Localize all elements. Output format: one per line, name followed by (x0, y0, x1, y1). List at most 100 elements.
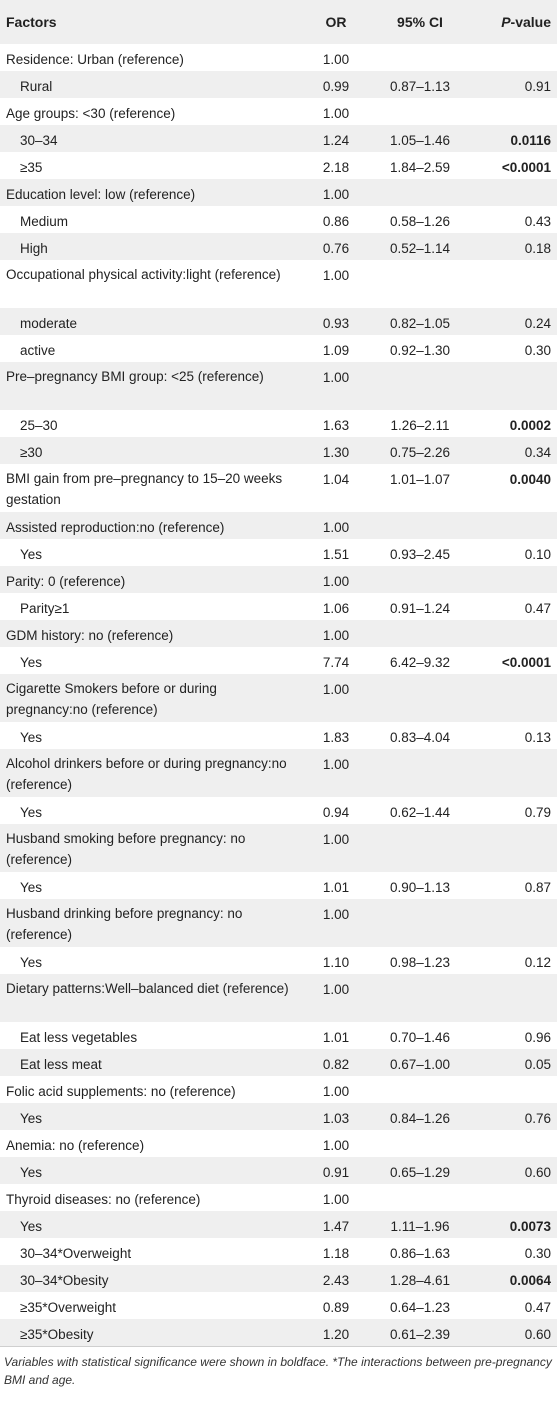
table-row: Yes 1.47 1.11–1.96 0.0073 (0, 1211, 557, 1238)
or-cell: 1.00 (322, 1138, 350, 1153)
or-cell: 1.00 (322, 574, 350, 589)
p-value-cell (468, 1076, 557, 1103)
header-ci: 95% CI (397, 14, 443, 30)
ci-cell: 1.26–2.11 (390, 418, 450, 433)
factor-cell: Residence: Urban (reference) (6, 52, 184, 67)
p-value-cell: <0.0001 (501, 160, 551, 175)
p-value-cell: 0.34 (524, 445, 551, 460)
header-row: Factors OR 95% CI P-value (0, 0, 557, 44)
factor-cell: Yes (20, 547, 43, 562)
table-row: Yes 1.51 0.93–2.45 0.10 (0, 539, 557, 566)
p-value-cell: 0.10 (524, 547, 551, 562)
ci-cell (372, 620, 468, 647)
table-row: Folic acid supplements: no (reference) 1.… (0, 1076, 557, 1103)
ci-cell (372, 1076, 468, 1103)
factor-cell: Pre–pregnancy BMI group: <25 (reference) (6, 369, 264, 384)
factor-cell: ≥30 (20, 445, 43, 460)
p-value-cell: 0.91 (524, 79, 551, 94)
table-row: Yes 1.01 0.90–1.13 0.87 (0, 872, 557, 899)
ci-cell (372, 260, 468, 308)
factor-cell: Alcohol drinkers before or during pregna… (6, 756, 287, 792)
or-cell: 0.99 (322, 79, 350, 94)
ci-cell: 0.93–2.45 (389, 547, 451, 562)
p-value-cell: 0.43 (524, 214, 551, 229)
or-cell: 1.01 (322, 880, 350, 895)
factor-cell: Parity: 0 (reference) (6, 574, 126, 589)
table-row: ≥35*Obesity 1.20 0.61–2.39 0.60 (0, 1319, 557, 1346)
or-cell: 7.74 (322, 655, 350, 670)
ci-cell: 0.65–1.29 (389, 1165, 451, 1180)
ci-cell: 1.05–1.46 (389, 133, 451, 148)
or-cell: 1.04 (322, 472, 350, 487)
p-value-cell: 0.0064 (509, 1273, 551, 1288)
table-row: Education level: low (reference) 1.00 (0, 179, 557, 206)
p-value-cell: 0.18 (524, 241, 551, 256)
p-value-cell: 0.12 (524, 955, 551, 970)
factor-cell: Folic acid supplements: no (reference) (6, 1084, 236, 1099)
factor-cell: Yes (20, 880, 43, 895)
table-row: Eat less vegetables 1.01 0.70–1.46 0.96 (0, 1022, 557, 1049)
table-row: Medium 0.86 0.58–1.26 0.43 (0, 206, 557, 233)
factor-cell: Parity≥1 (20, 601, 70, 616)
ci-cell (372, 674, 468, 722)
table-row: Anemia: no (reference) 1.00 (0, 1130, 557, 1157)
factor-cell: Occupational physical activity:light (re… (6, 267, 281, 282)
table-row: Parity≥1 1.06 0.91–1.24 0.47 (0, 593, 557, 620)
table-row: Pre–pregnancy BMI group: <25 (reference)… (0, 362, 557, 410)
or-cell: 1.47 (322, 1219, 350, 1234)
factor-cell: 30–34*Obesity (20, 1273, 109, 1288)
factor-cell: Husband smoking before pregnancy: no (re… (6, 831, 246, 867)
results-table-container: Factors OR 95% CI P-value Residence: Urb… (0, 0, 557, 1387)
or-cell: 0.91 (322, 1165, 350, 1180)
or-cell: 1.18 (322, 1246, 350, 1261)
or-cell: 2.43 (322, 1273, 350, 1288)
factor-cell: Thyroid diseases: no (reference) (6, 1192, 201, 1207)
p-value-cell: 0.0040 (509, 472, 551, 487)
ci-cell: 0.64–1.23 (389, 1300, 451, 1315)
table-row: High 0.76 0.52–1.14 0.18 (0, 233, 557, 260)
factor-cell: High (20, 241, 48, 256)
or-cell: 1.00 (322, 268, 350, 283)
table-row: ≥30 1.30 0.75–2.26 0.34 (0, 437, 557, 464)
p-value-cell (468, 566, 557, 593)
factor-cell: Eat less meat (20, 1057, 102, 1072)
p-value-cell: 0.79 (524, 805, 551, 820)
p-value-cell (468, 179, 557, 206)
ci-cell (372, 824, 468, 872)
ci-cell: 1.01–1.07 (389, 472, 451, 487)
p-value-cell (468, 512, 557, 539)
p-value-cell: 0.24 (524, 316, 551, 331)
header-factors: Factors (6, 14, 57, 30)
p-value-cell: 0.13 (524, 730, 551, 745)
ci-cell (372, 179, 468, 206)
p-value-cell (468, 362, 557, 410)
ci-cell: 0.90–1.13 (389, 880, 451, 895)
table-body: Residence: Urban (reference) 1.00 Rural 0.9… (0, 44, 557, 1346)
table-row: ≥35*Overweight 0.89 0.64–1.23 0.47 (0, 1292, 557, 1319)
or-cell: 1.00 (322, 520, 350, 535)
table-row: moderate 0.93 0.82–1.05 0.24 (0, 308, 557, 335)
ci-cell: 0.83–4.04 (389, 730, 451, 745)
ci-cell: 0.58–1.26 (389, 214, 451, 229)
table-row: Cigarette Smokers before or during pregn… (0, 674, 557, 722)
factor-cell: BMI gain from pre–pregnancy to 15–20 wee… (6, 471, 283, 507)
ci-cell: 0.98–1.23 (389, 955, 451, 970)
table-row: 30–34*Obesity 2.43 1.28–4.61 0.0064 (0, 1265, 557, 1292)
factor-cell: Age groups: <30 (reference) (6, 106, 176, 121)
factor-cell: 25–30 (20, 418, 58, 433)
ci-cell: 0.92–1.30 (389, 343, 451, 358)
ci-cell (372, 98, 468, 125)
table-row: ≥35 2.18 1.84–2.59 <0.0001 (0, 152, 557, 179)
p-value-cell: 0.47 (524, 601, 551, 616)
p-value-cell: 0.0116 (510, 133, 551, 148)
or-cell: 1.00 (322, 106, 350, 121)
p-value-cell: 0.30 (524, 1246, 551, 1261)
or-cell: 0.89 (322, 1300, 350, 1315)
p-value-cell (468, 749, 557, 797)
ci-cell (372, 899, 468, 947)
factor-cell: 30–34*Overweight (20, 1246, 132, 1261)
p-value-cell: 0.76 (524, 1111, 551, 1126)
or-cell: 1.00 (322, 832, 350, 847)
table-row: active 1.09 0.92–1.30 0.30 (0, 335, 557, 362)
or-cell: 1.09 (322, 343, 350, 358)
